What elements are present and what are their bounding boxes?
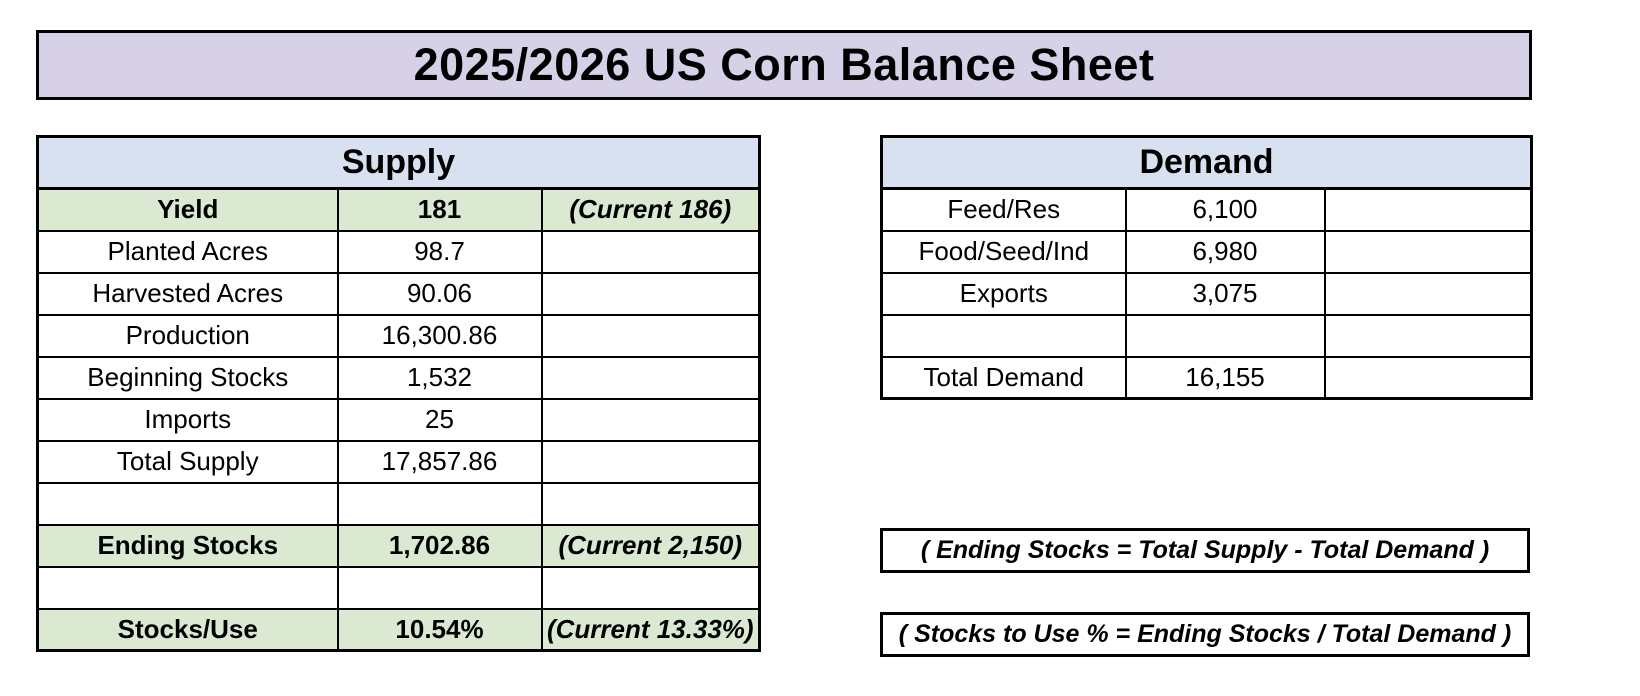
cell-note[interactable]	[540, 271, 761, 316]
cell-value[interactable]: 6,980	[1124, 229, 1326, 274]
cell-value[interactable]: 16,155	[1124, 355, 1326, 400]
cell-label[interactable]: Total Demand	[880, 355, 1127, 400]
cell-note[interactable]	[540, 397, 761, 442]
sheet-title: 2025/2026 US Corn Balance Sheet	[413, 39, 1155, 90]
cell-label[interactable]: Planted Acres	[36, 229, 339, 274]
supply-row-harvested-acres: Harvested Acres 90.06	[36, 271, 761, 316]
cell-label[interactable]: Ending Stocks	[36, 523, 339, 568]
demand-header-row: Demand	[880, 135, 1533, 190]
cell-value[interactable]: 3,075	[1124, 271, 1326, 316]
cell-label[interactable]: Exports	[880, 271, 1127, 316]
cell-label[interactable]: Yield	[36, 187, 339, 232]
cell-label[interactable]: Food/Seed/Ind	[880, 229, 1127, 274]
supply-table: Supply Yield 181 (Current 186) Planted A…	[36, 135, 761, 652]
demand-row-spacer	[880, 313, 1533, 358]
cell-note[interactable]	[1323, 271, 1533, 316]
sheet-title-banner: 2025/2026 US Corn Balance Sheet	[36, 30, 1532, 100]
demand-table: Demand Feed/Res 6,100 Food/Seed/Ind 6,98…	[880, 135, 1534, 400]
cell-value[interactable]: 1,702.86	[336, 523, 543, 568]
demand-row-total-demand: Total Demand 16,155	[880, 355, 1533, 400]
cell-value[interactable]	[1124, 313, 1326, 358]
supply-row-beginning-stocks: Beginning Stocks 1,532	[36, 355, 761, 400]
cell-label[interactable]: Stocks/Use	[36, 607, 339, 652]
supply-row-planted-acres: Planted Acres 98.7	[36, 229, 761, 274]
cell-note[interactable]	[1323, 313, 1533, 358]
cell-note[interactable]	[1323, 355, 1533, 400]
cell-note[interactable]	[540, 313, 761, 358]
supply-header: Supply	[36, 135, 761, 190]
supply-row-total-supply: Total Supply 17,857.86	[36, 439, 761, 484]
cell-label[interactable]: Total Supply	[36, 439, 339, 484]
demand-header: Demand	[880, 135, 1533, 190]
cell-value[interactable]: 6,100	[1124, 187, 1326, 232]
demand-row-feed-res: Feed/Res 6,100	[880, 187, 1533, 232]
supply-row-imports: Imports 25	[36, 397, 761, 442]
cell-note[interactable]	[540, 439, 761, 484]
cell-value[interactable]: 16,300.86	[336, 313, 543, 358]
demand-row-food-seed-ind: Food/Seed/Ind 6,980	[880, 229, 1533, 274]
cell-label[interactable]: Imports	[36, 397, 339, 442]
cell-value[interactable]: 17,857.86	[336, 439, 543, 484]
supply-row-production: Production 16,300.86	[36, 313, 761, 358]
cell-note[interactable]	[540, 565, 761, 610]
cell-note[interactable]	[1323, 187, 1533, 232]
ending-stocks-formula-text: ( Ending Stocks = Total Supply - Total D…	[920, 536, 1490, 564]
cell-value[interactable]	[336, 565, 543, 610]
cell-value[interactable]: 181	[336, 187, 543, 232]
cell-note[interactable]	[540, 229, 761, 274]
cell-label[interactable]	[36, 481, 339, 526]
cell-label[interactable]: Production	[36, 313, 339, 358]
cell-value[interactable]: 90.06	[336, 271, 543, 316]
demand-row-exports: Exports 3,075	[880, 271, 1533, 316]
cell-value[interactable]: 98.7	[336, 229, 543, 274]
supply-header-row: Supply	[36, 135, 761, 190]
cell-note[interactable]	[540, 355, 761, 400]
stocks-to-use-formula-note: ( Stocks to Use % = Ending Stocks / Tota…	[880, 612, 1530, 657]
cell-note[interactable]: (Current 2,150)	[540, 523, 761, 568]
cell-value[interactable]	[336, 481, 543, 526]
cell-value[interactable]: 25	[336, 397, 543, 442]
supply-row-spacer-1	[36, 481, 761, 526]
cell-value[interactable]: 1,532	[336, 355, 543, 400]
cell-label[interactable]	[880, 313, 1127, 358]
cell-label[interactable]: Beginning Stocks	[36, 355, 339, 400]
ending-stocks-formula-note: ( Ending Stocks = Total Supply - Total D…	[880, 528, 1530, 573]
cell-note[interactable]	[540, 481, 761, 526]
supply-row-ending-stocks: Ending Stocks 1,702.86 (Current 2,150)	[36, 523, 761, 568]
cell-value[interactable]: 10.54%	[336, 607, 543, 652]
cell-label[interactable]	[36, 565, 339, 610]
cell-label[interactable]: Feed/Res	[880, 187, 1127, 232]
supply-row-spacer-2	[36, 565, 761, 610]
stocks-to-use-formula-text: ( Stocks to Use % = Ending Stocks / Tota…	[898, 620, 1512, 648]
cell-label[interactable]: Harvested Acres	[36, 271, 339, 316]
cell-note[interactable]: (Current 13.33%)	[540, 607, 761, 652]
cell-note[interactable]: (Current 186)	[540, 187, 761, 232]
cell-note[interactable]	[1323, 229, 1533, 274]
supply-row-yield: Yield 181 (Current 186)	[36, 187, 761, 232]
supply-row-stocks-use: Stocks/Use 10.54% (Current 13.33%)	[36, 607, 761, 652]
